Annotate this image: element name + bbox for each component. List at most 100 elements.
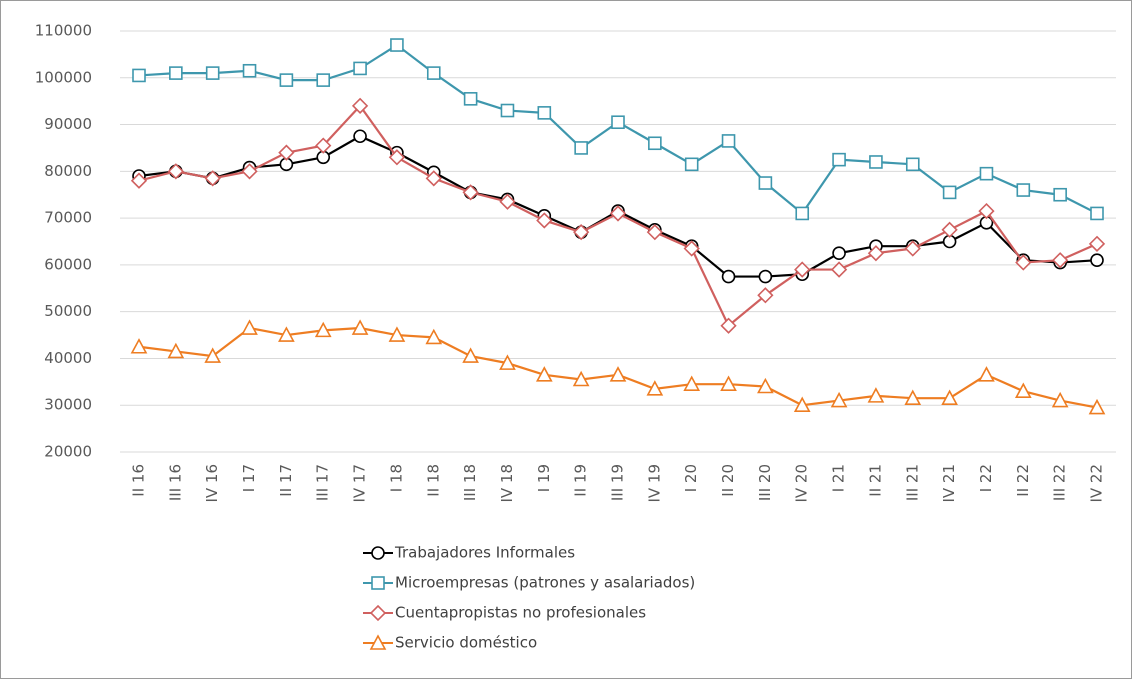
y-tick-label: 100000: [35, 68, 92, 86]
legend-label: Trabajadores Informales: [394, 544, 575, 562]
marker: [388, 326, 406, 342]
marker: [425, 170, 442, 187]
marker: [1053, 187, 1067, 202]
marker: [167, 163, 184, 180]
marker: [130, 338, 148, 354]
x-tick-label: I 20: [682, 464, 700, 492]
marker: [316, 73, 331, 87]
x-tick-label: I 22: [977, 464, 995, 492]
x-tick-label: I 17: [240, 464, 258, 492]
marker: [463, 92, 478, 106]
marker: [241, 163, 258, 180]
y-tick-label: 50000: [44, 302, 92, 320]
marker: [500, 103, 515, 118]
x-tick-label: III 19: [609, 464, 627, 501]
x-tick-label: III 22: [1051, 464, 1069, 501]
marker: [369, 634, 387, 650]
x-tick-label: IV 19: [645, 464, 663, 503]
marker: [720, 375, 737, 391]
marker: [1052, 252, 1069, 269]
marker: [869, 155, 883, 169]
x-tick-label: II 19: [572, 464, 590, 497]
marker: [390, 38, 404, 52]
marker: [867, 245, 885, 262]
marker: [537, 106, 552, 120]
marker: [721, 134, 736, 148]
marker: [314, 321, 332, 338]
marker: [832, 246, 846, 260]
x-tick-label: IV 21: [940, 464, 958, 503]
y-tick-label: 60000: [44, 255, 92, 273]
marker: [351, 97, 369, 114]
marker: [683, 375, 701, 391]
x-tick-label: I 18: [387, 464, 405, 492]
marker: [609, 366, 627, 382]
marker: [832, 152, 846, 167]
x-tick-label: III 17: [314, 464, 332, 501]
marker: [499, 193, 516, 210]
marker: [830, 391, 848, 408]
marker: [611, 115, 625, 130]
marker: [941, 221, 958, 238]
x-tick-label: IV 16: [203, 464, 221, 503]
marker: [1090, 253, 1104, 268]
marker: [978, 366, 995, 382]
y-tick-label: 70000: [44, 209, 92, 227]
marker: [720, 317, 737, 334]
legend: Trabajadores Informales Microempresas (pa…: [363, 544, 695, 652]
marker: [499, 354, 516, 370]
x-tick-label: III 20: [756, 464, 774, 501]
marker: [1090, 206, 1104, 221]
marker: [867, 387, 885, 403]
marker: [646, 380, 664, 396]
marker: [609, 205, 627, 222]
x-tick-label: II 21: [866, 464, 884, 497]
x-tick-label: I 19: [535, 464, 553, 492]
marker: [130, 172, 148, 189]
marker: [904, 240, 921, 257]
x-tick-label: II 17: [277, 464, 295, 497]
marker: [278, 144, 295, 161]
marker: [242, 63, 257, 78]
marker: [167, 342, 185, 359]
marker: [1051, 391, 1069, 408]
x-tick-label: II 20: [719, 464, 737, 497]
marker: [132, 68, 146, 83]
marker: [536, 212, 553, 229]
marker: [646, 224, 663, 241]
y-tick-label: 110000: [35, 22, 92, 40]
marker: [942, 185, 957, 200]
x-tick-label: IV 20: [793, 464, 811, 503]
marker: [371, 576, 385, 590]
marker: [1015, 254, 1032, 271]
marker: [683, 240, 700, 257]
marker: [241, 319, 258, 335]
marker: [169, 66, 183, 80]
marker: [1088, 398, 1106, 415]
y-tick-label: 90000: [44, 115, 92, 133]
marker: [425, 328, 443, 345]
marker: [721, 269, 736, 284]
marker: [462, 184, 479, 201]
marker: [795, 206, 810, 221]
y-tick-label: 20000: [44, 443, 92, 461]
x-tick-label: II 16: [130, 464, 148, 497]
marker: [758, 176, 773, 190]
marker: [757, 287, 774, 304]
marker: [979, 166, 994, 181]
marker: [205, 66, 220, 80]
marker: [204, 347, 222, 363]
marker: [535, 366, 553, 382]
y-tick-label: 30000: [44, 396, 92, 414]
marker: [574, 141, 588, 155]
marker: [388, 149, 406, 166]
x-tick-label: III 16: [166, 464, 184, 501]
marker: [369, 604, 387, 622]
marker: [757, 377, 774, 394]
marker: [353, 129, 367, 144]
marker: [351, 319, 369, 335]
marker: [1088, 235, 1106, 252]
x-tick-label: IV 17: [351, 464, 369, 503]
